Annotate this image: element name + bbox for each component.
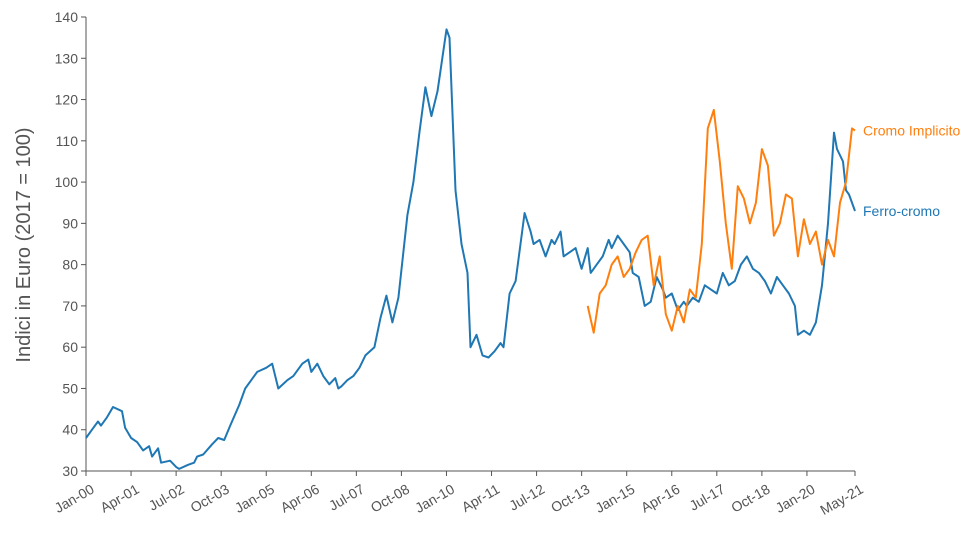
y-tick-label: 80: [62, 257, 78, 273]
series-label-1: Cromo Implicito: [863, 123, 960, 139]
y-tick-label: 120: [55, 92, 79, 108]
x-tick-label: Apr-11: [459, 481, 503, 515]
x-tick-label: Jan-15: [592, 481, 637, 516]
y-tick-label: 90: [62, 215, 78, 231]
series-layer: [85, 28, 856, 470]
y-axis-title: Indici in Euro (2017 = 100): [13, 127, 35, 362]
x-tick-label: Jan-05: [232, 481, 277, 516]
y-axis: 30 40 50 60 70 80 90 100 110 120 130 140: [55, 9, 87, 479]
y-tick-label: 50: [62, 380, 78, 396]
series-labels: Ferro-cromo Cromo Implicito: [863, 123, 960, 219]
y-tick-label: 70: [62, 298, 78, 314]
x-tick-label: Apr-06: [278, 481, 323, 516]
x-tick-label: Jan-00: [52, 481, 97, 516]
x-tick-label: Oct-18: [728, 481, 773, 516]
series-line-1: [586, 108, 856, 334]
x-tick-label: Jul-17: [686, 481, 727, 514]
x-tick-label: Jan-10: [412, 481, 457, 516]
y-tick-label: 100: [55, 174, 79, 190]
y-tick-label: 140: [55, 9, 79, 25]
x-tick-label: May-21: [817, 481, 866, 518]
x-axis: Jan-00 Apr-01 Jul-02 Oct-03 Jan-05 Apr-06 Jul-…: [52, 470, 866, 518]
x-tick-label: Jul-07: [326, 481, 367, 514]
x-tick-label: Oct-03: [187, 481, 232, 516]
x-tick-label: Jan-20: [773, 481, 818, 516]
y-tick-label: 60: [62, 339, 78, 355]
x-tick-label: Apr-01: [97, 481, 142, 516]
series-label-0: Ferro-cromo: [863, 203, 940, 219]
x-tick-label: Oct-13: [548, 481, 593, 516]
y-tick-label: 130: [55, 50, 79, 66]
x-tick-label: Apr-16: [638, 481, 683, 516]
y-tick-label: 40: [62, 422, 78, 438]
x-tick-label: Jul-02: [146, 481, 187, 514]
x-tick-label: Jul-12: [506, 481, 547, 514]
y-tick-label: 30: [62, 463, 78, 479]
x-tick-label: Oct-08: [368, 481, 413, 516]
series-line-0: [85, 28, 856, 470]
y-tick-label: 110: [56, 133, 79, 149]
